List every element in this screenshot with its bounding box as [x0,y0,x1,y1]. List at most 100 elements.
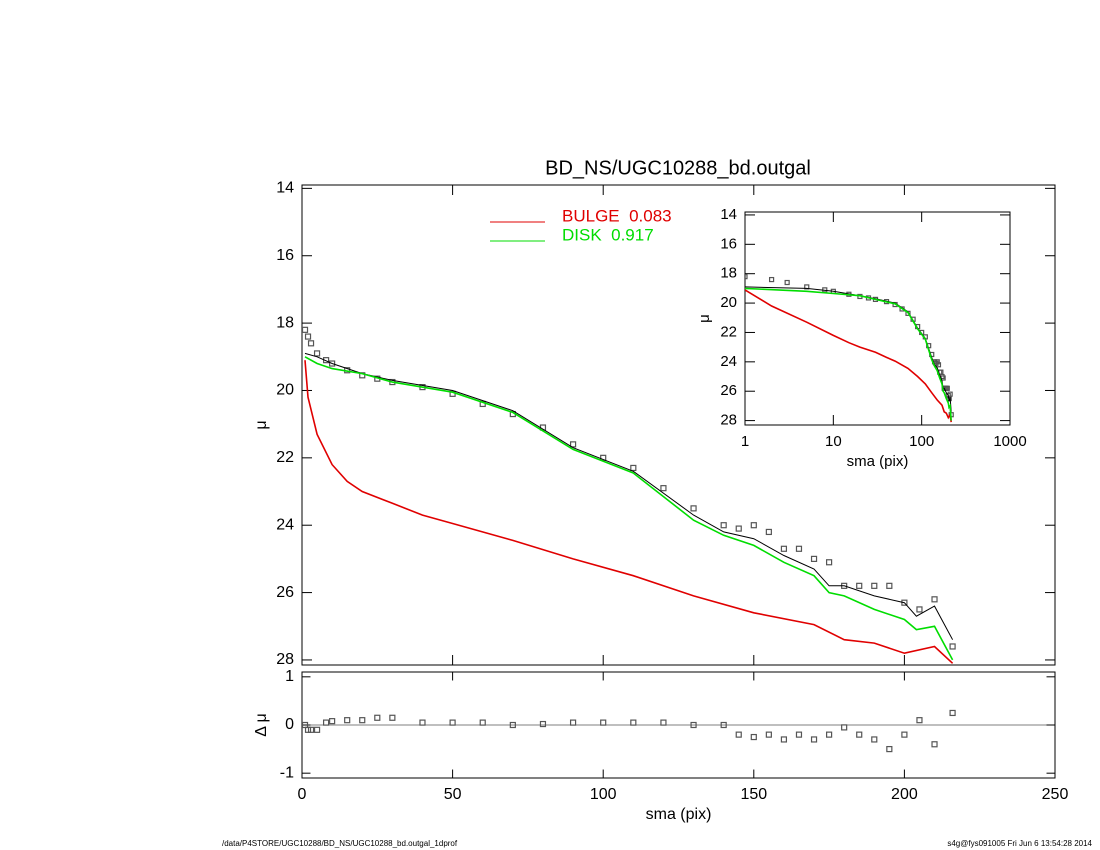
y-tick-label: 18 [276,314,294,331]
data-point [304,333,312,340]
y-tick-label: 20 [720,294,737,311]
data-point [307,340,315,347]
data-point [735,731,742,738]
x-tick-label: 0 [298,786,307,803]
series-line [745,287,952,421]
data-point [419,719,426,726]
data-point [935,362,942,368]
data-point [344,717,351,724]
data-point [313,726,321,733]
data-point [329,360,336,367]
y-tick-label: 14 [720,206,737,223]
y-tick-label: 0 [285,716,294,733]
data-point [660,485,667,492]
data-point [886,745,893,753]
data-point [949,709,956,717]
footer-stamp: s4g@fys091005 Fri Jun 6 13:54:28 2014 [947,839,1092,848]
data-point [569,719,577,726]
y-tick-label: 18 [720,265,737,282]
data-point [630,464,637,472]
y-tick-label: 26 [720,382,737,399]
y-tick-label: 14 [276,180,294,197]
data-point [901,731,908,738]
data-point [765,528,772,536]
y-axis-label: μ [696,314,713,323]
data-point [916,606,923,613]
data-point [539,720,547,728]
data-point [780,736,788,743]
data-point [931,741,938,748]
data-point [804,284,810,290]
data-point [720,721,727,729]
data-point [690,505,697,512]
y-tick-label: 1 [285,668,294,685]
data-point [745,274,748,280]
data-point [871,736,878,743]
data-point [735,525,742,532]
data-point [810,555,818,562]
data-point [934,359,940,365]
data-point [810,736,818,743]
data-point [944,385,950,391]
y-axis-label: Δ μ [253,713,270,736]
plot-frame [301,184,1056,666]
data-point [949,643,956,650]
plot-area [745,274,954,423]
x-tick-label: 200 [891,786,918,803]
data-point [720,522,727,529]
y-tick-label: 16 [720,235,737,252]
data-point [660,719,667,726]
series-line [304,356,954,661]
y-tick-label: 20 [276,382,294,399]
x-axis-label: sma (pix) [646,806,712,823]
data-point [449,719,456,726]
data-point [886,582,893,589]
data-point [750,522,757,529]
series-line [304,360,954,664]
x-axis-label: sma (pix) [847,453,909,470]
series-line [745,289,952,423]
x-tick-label: 100 [909,433,934,450]
legend-label: BULGE 0.083 [562,206,672,225]
footer-path: /data/P4STORE/UGC10288/BD_NS/UGC10288_bd… [222,839,458,848]
data-point [916,717,923,724]
data-point [841,724,848,731]
data-point [690,721,697,729]
data-point [795,545,803,552]
y-tick-label: 28 [276,651,294,668]
x-tick-label: 50 [444,786,462,803]
inset-bg [745,212,1010,425]
data-point [825,559,833,566]
data-point [307,726,315,733]
plot-area [302,326,956,664]
x-tick-label: 150 [740,786,767,803]
data-point [509,721,516,729]
y-tick-label: 24 [720,353,737,370]
y-tick-label: 24 [276,516,294,533]
data-point [784,279,790,286]
data-point [600,719,607,726]
data-point [569,441,577,448]
data-point [479,719,486,726]
data-point [630,719,637,726]
data-point [322,719,330,726]
data-point [856,731,863,738]
data-point [329,718,336,725]
data-point [871,582,878,589]
y-tick-label: 16 [276,247,294,264]
y-tick-label: 26 [276,584,294,601]
data-point [856,582,863,589]
x-tick-label: 250 [1042,786,1069,803]
data-point [901,599,908,606]
data-point [302,326,309,333]
legend-label: DISK 0.917 [562,225,654,244]
x-tick-label: 1 [741,433,749,450]
data-point [931,596,938,603]
data-point [768,276,775,283]
data-point [389,714,396,721]
x-tick-label: 1000 [993,433,1026,450]
data-point [359,717,366,724]
data-point [313,350,321,357]
y-tick-label: -1 [280,764,294,781]
